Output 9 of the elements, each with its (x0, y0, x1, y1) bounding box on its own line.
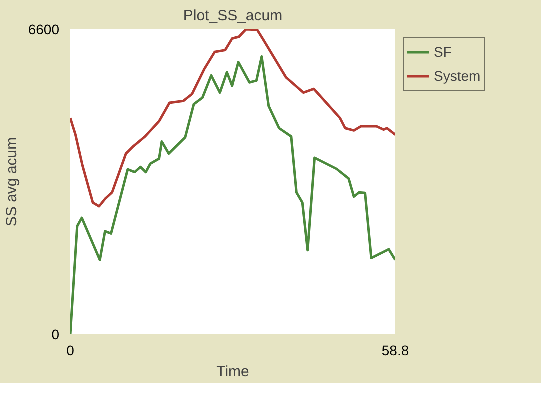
x-tick-label: 58.8 (382, 342, 410, 358)
legend-label: SF (434, 44, 453, 60)
legend-label: System (434, 68, 481, 84)
line-series (70, 56, 396, 334)
y-tick-label: 6600 (28, 22, 60, 38)
line-series (70, 30, 396, 208)
x-axis-title: Time (216, 364, 250, 380)
chart-title: Plot_SS_acum (183, 8, 283, 24)
y-axis-title: SS avg acum (3, 137, 20, 227)
